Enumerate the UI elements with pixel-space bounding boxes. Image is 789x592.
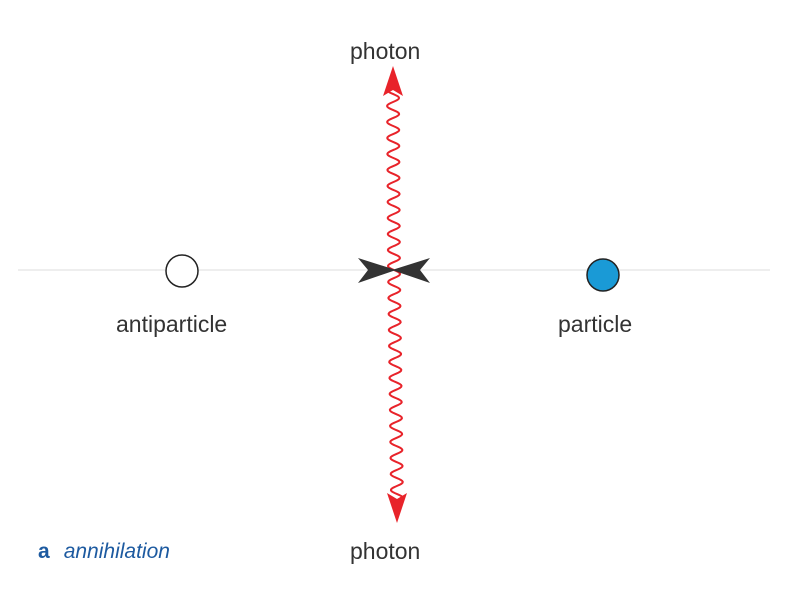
caption-letter: a [38, 540, 50, 563]
caption-text: annihilation [63, 540, 170, 563]
photon-wave-up [386, 91, 401, 271]
collision-arrow-from-right [392, 258, 430, 283]
antiparticle-circle [165, 254, 199, 288]
photon-bottom-label: photon [350, 538, 421, 564]
particle-label: particle [558, 311, 633, 337]
photon-up-arrowhead [383, 66, 403, 96]
photon-down-arrowhead [387, 493, 407, 523]
figure-caption: a annihilation [38, 541, 170, 562]
collision-arrow-from-left [358, 258, 396, 283]
photon-wave-down [387, 269, 404, 499]
antiparticle-label: antiparticle [116, 311, 228, 337]
particle-circle [586, 258, 620, 292]
photon-top-label: photon [350, 38, 421, 64]
